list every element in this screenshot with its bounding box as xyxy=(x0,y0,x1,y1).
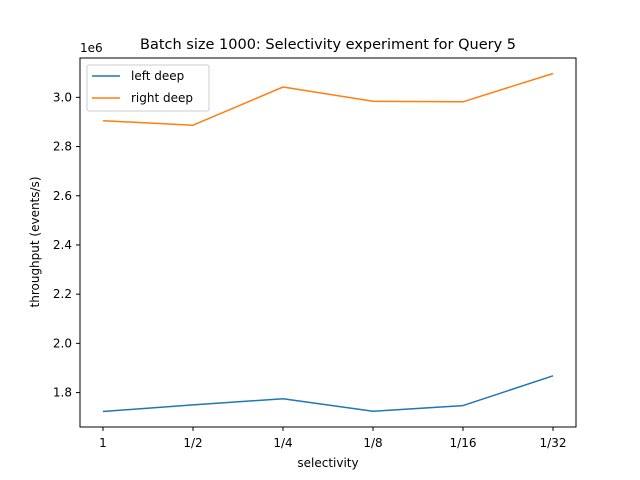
y-tick-label: 1.8 xyxy=(53,386,72,400)
legend-label: right deep xyxy=(131,91,193,105)
x-tick-label: 1/8 xyxy=(363,436,382,450)
x-tick-label: 1 xyxy=(99,436,107,450)
y-offset-label: 1e6 xyxy=(80,41,103,55)
x-tick-label: 1/2 xyxy=(183,436,202,450)
y-tick-label: 3.0 xyxy=(53,90,72,104)
series-line-right-deep xyxy=(102,72,554,126)
x-axis-label: selectivity xyxy=(297,456,358,470)
x-axis: 1 1/2 1/4 1/8 1/16 1/32 xyxy=(99,427,566,450)
y-tick-label: 2.0 xyxy=(53,336,72,350)
x-tick-label: 1/16 xyxy=(450,436,477,450)
y-axis: 1.8 2.0 2.2 2.4 2.6 2.8 3.0 xyxy=(53,90,80,400)
x-tick-label: 1/32 xyxy=(540,436,567,450)
legend-label: left deep xyxy=(131,69,184,83)
y-tick-label: 2.8 xyxy=(53,140,72,154)
series-layer xyxy=(102,72,554,413)
y-axis-label: throughput (events/s) xyxy=(28,177,42,308)
series-line-left-deep xyxy=(102,375,554,413)
x-tick-label: 1/4 xyxy=(273,436,292,450)
plot-frame xyxy=(79,57,577,428)
legend: left deep right deep xyxy=(86,64,210,112)
y-tick-label: 2.4 xyxy=(53,238,72,252)
y-tick-label: 2.6 xyxy=(53,189,72,203)
chart-title: Batch size 1000: Selectivity experiment … xyxy=(140,37,516,53)
y-tick-label: 2.2 xyxy=(53,287,72,301)
